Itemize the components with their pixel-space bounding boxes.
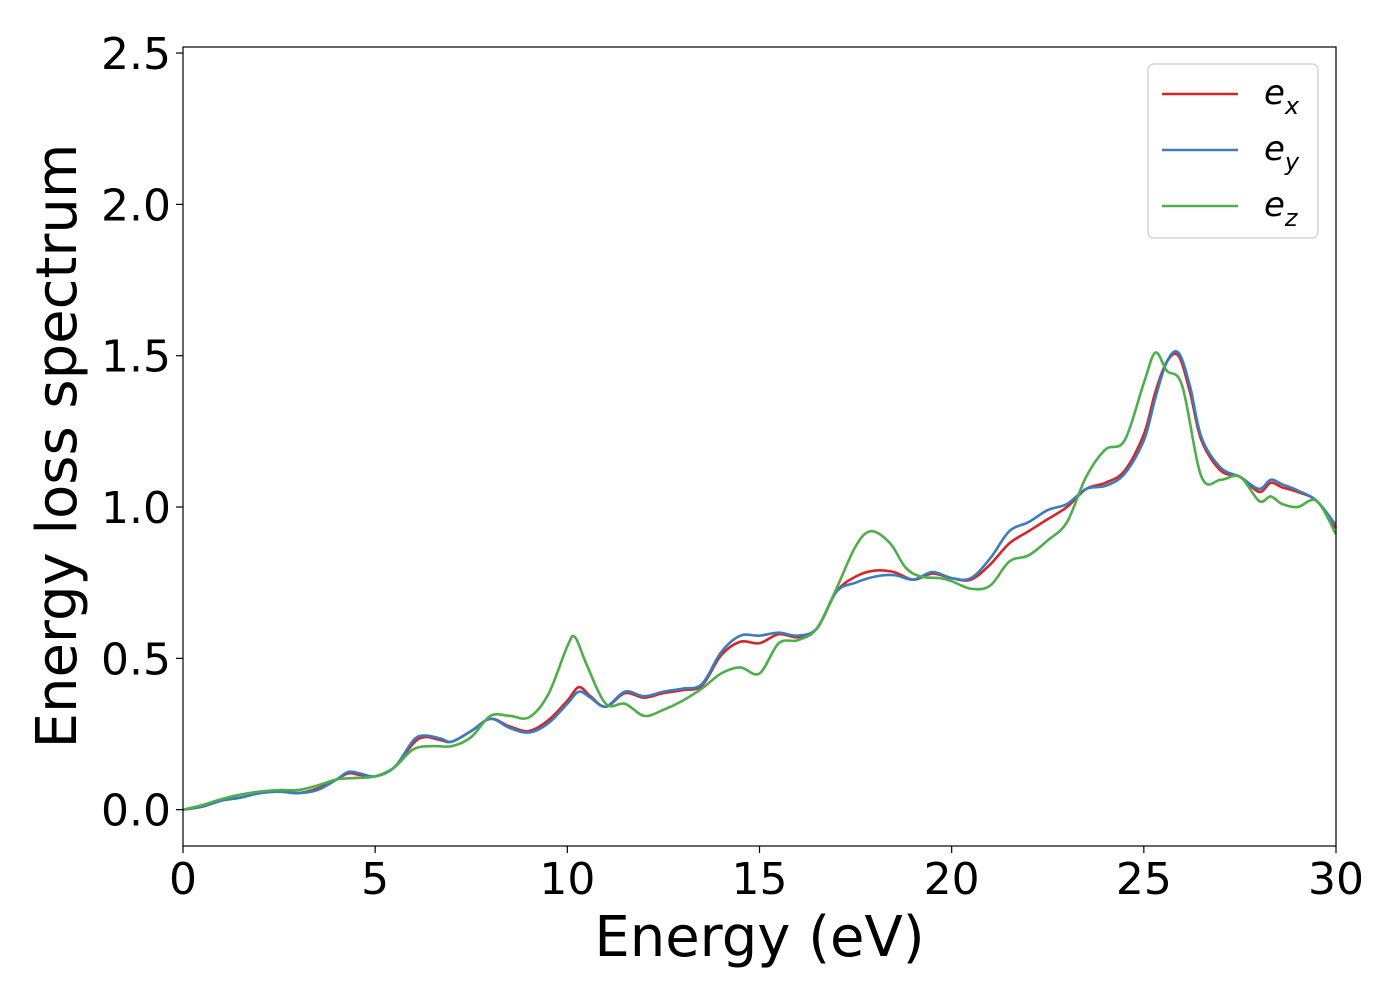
series-line-z bbox=[182, 351, 1338, 811]
legend-label-subscript: y bbox=[1284, 148, 1300, 176]
y-tick-label: 0.5 bbox=[101, 634, 171, 685]
y-tick-label: 2.5 bbox=[101, 29, 171, 80]
series-layer bbox=[182, 350, 1338, 811]
x-tick-label: 0 bbox=[169, 854, 197, 905]
legend-label-x: ex bbox=[1264, 73, 1300, 120]
x-tick-label: 10 bbox=[539, 854, 595, 905]
y-axis-label: Energy loss spectrum bbox=[25, 144, 90, 749]
x-axis: 0 5 10 15 20 25 30 bbox=[169, 846, 1364, 905]
legend-label-subscript: z bbox=[1284, 204, 1299, 232]
legend-label-base: e bbox=[1264, 73, 1285, 113]
y-tick-label: 1.0 bbox=[101, 483, 171, 534]
legend-label-base: e bbox=[1264, 185, 1285, 225]
x-tick-label: 15 bbox=[732, 854, 788, 905]
y-tick-label: 2.0 bbox=[101, 180, 171, 231]
legend-label-subscript: x bbox=[1284, 92, 1300, 120]
x-tick-label: 25 bbox=[1116, 854, 1172, 905]
x-tick-label: 5 bbox=[361, 854, 389, 905]
x-tick-label: 20 bbox=[924, 854, 980, 905]
x-tick-label: 30 bbox=[1308, 854, 1364, 905]
legend-label-z: ez bbox=[1264, 185, 1299, 232]
legend-label-base: e bbox=[1264, 129, 1285, 169]
y-tick-label: 0.0 bbox=[101, 786, 171, 837]
y-tick-label: 1.5 bbox=[101, 332, 171, 383]
legend-label-y: ey bbox=[1264, 129, 1300, 176]
y-axis: 0.0 0.5 1.0 1.5 2.0 2.5 bbox=[101, 29, 183, 837]
plot-background bbox=[183, 47, 1336, 846]
x-axis-label: Energy (eV) bbox=[594, 905, 924, 970]
